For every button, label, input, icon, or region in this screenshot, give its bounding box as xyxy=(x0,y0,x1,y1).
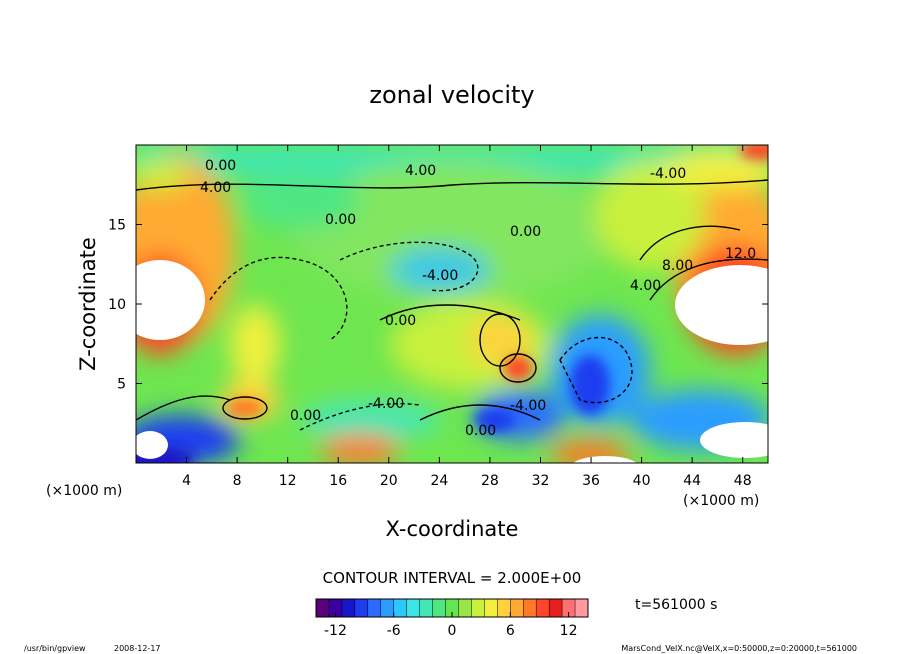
x-axis-ticks: 4 8 12 16 20 24 28 32 36 40 44 48 xyxy=(182,145,752,489)
contour-label: -4.00 xyxy=(368,396,404,412)
y-axis-ticks: 5 10 15 xyxy=(108,218,768,393)
colorbar-swatch xyxy=(341,599,356,617)
colorbar xyxy=(316,599,589,617)
y-tick-label: 15 xyxy=(108,218,126,234)
colorbar-swatch xyxy=(316,599,330,617)
colorbar-swatch xyxy=(536,599,550,617)
contour-label: 0.00 xyxy=(385,313,416,329)
contour-label: 4.00 xyxy=(630,278,661,294)
x-tick-label: 44 xyxy=(683,473,701,489)
colorbar-swatch xyxy=(562,599,576,617)
colorbar-swatch xyxy=(497,599,511,617)
colorbar-swatch xyxy=(575,599,589,617)
contour-label: 0.00 xyxy=(290,408,321,424)
time-label: t=561000 s xyxy=(635,597,717,613)
colorbar-tick-label: -6 xyxy=(387,623,401,639)
contour-label: 0.00 xyxy=(205,158,236,174)
x-tick-label: 8 xyxy=(233,473,242,489)
contour-label: 12.0 xyxy=(725,246,756,262)
chart-title: zonal velocity xyxy=(369,81,534,109)
y-tick-label: 10 xyxy=(108,297,126,313)
y-axis-title: Z-coordinate xyxy=(76,237,100,371)
colorbar-swatch xyxy=(432,599,447,617)
contour-label: 4.00 xyxy=(405,163,436,179)
contour-label: -4.00 xyxy=(650,166,686,182)
x-axis-unit-left: (×1000 m) xyxy=(46,483,122,499)
contour-label: 0.00 xyxy=(465,423,496,439)
x-tick-label: 48 xyxy=(734,473,752,489)
contour-interval: CONTOUR INTERVAL = 2.000E+00 xyxy=(323,569,582,587)
colorbar-swatch xyxy=(354,599,369,617)
colorbar-swatch xyxy=(523,599,537,617)
colorbar-tick-label: -12 xyxy=(324,623,347,639)
x-tick-label: 4 xyxy=(182,473,191,489)
x-axis-unit-right: (×1000 m) xyxy=(683,493,759,509)
footer-date: 2008-12-17 xyxy=(114,644,161,653)
colorbar-swatch xyxy=(510,599,524,617)
colorbar-swatch xyxy=(328,599,343,617)
x-tick-label: 40 xyxy=(633,473,651,489)
x-axis-title: X-coordinate xyxy=(386,517,519,541)
colorbar-ticks: -12 -6 0 6 12 xyxy=(324,612,577,639)
colorbar-tick-label: 12 xyxy=(560,623,578,639)
colorbar-swatch xyxy=(419,599,434,617)
colorbar-tick-label: 0 xyxy=(448,623,457,639)
colorbar-tick-label: 6 xyxy=(506,623,515,639)
x-tick-label: 32 xyxy=(532,473,550,489)
colorbar-swatch xyxy=(445,599,459,617)
x-tick-label: 36 xyxy=(582,473,600,489)
colorbar-swatch xyxy=(393,599,408,617)
contour-label: 4.00 xyxy=(200,180,231,196)
colorbar-swatch xyxy=(380,599,395,617)
x-tick-label: 16 xyxy=(329,473,347,489)
contour-label: 0.00 xyxy=(510,224,541,240)
colorbar-swatch xyxy=(458,599,472,617)
x-tick-label: 24 xyxy=(430,473,448,489)
colorbar-swatch xyxy=(367,599,382,617)
velocity-field: 0.00 4.00 4.00 0.00 0.00 -4.00 0.00 -4.0… xyxy=(136,145,768,463)
colorbar-swatch xyxy=(484,599,498,617)
x-tick-label: 28 xyxy=(481,473,499,489)
colorbar-swatch xyxy=(471,599,485,617)
contour-label: 0.00 xyxy=(325,212,356,228)
colorbar-swatch xyxy=(406,599,421,617)
footer-program: /usr/bin/gpview xyxy=(24,644,86,653)
contour-label: 8.00 xyxy=(662,258,693,274)
contour-label: -4.00 xyxy=(510,398,546,414)
colorbar-swatch xyxy=(549,599,563,617)
y-tick-label: 5 xyxy=(117,377,126,393)
contour-label: -4.00 xyxy=(422,268,458,284)
footer-source: MarsCond_VelX.nc@VelX,x=0:50000,z=0:2000… xyxy=(621,644,857,653)
x-tick-label: 20 xyxy=(380,473,398,489)
x-tick-label: 12 xyxy=(279,473,297,489)
